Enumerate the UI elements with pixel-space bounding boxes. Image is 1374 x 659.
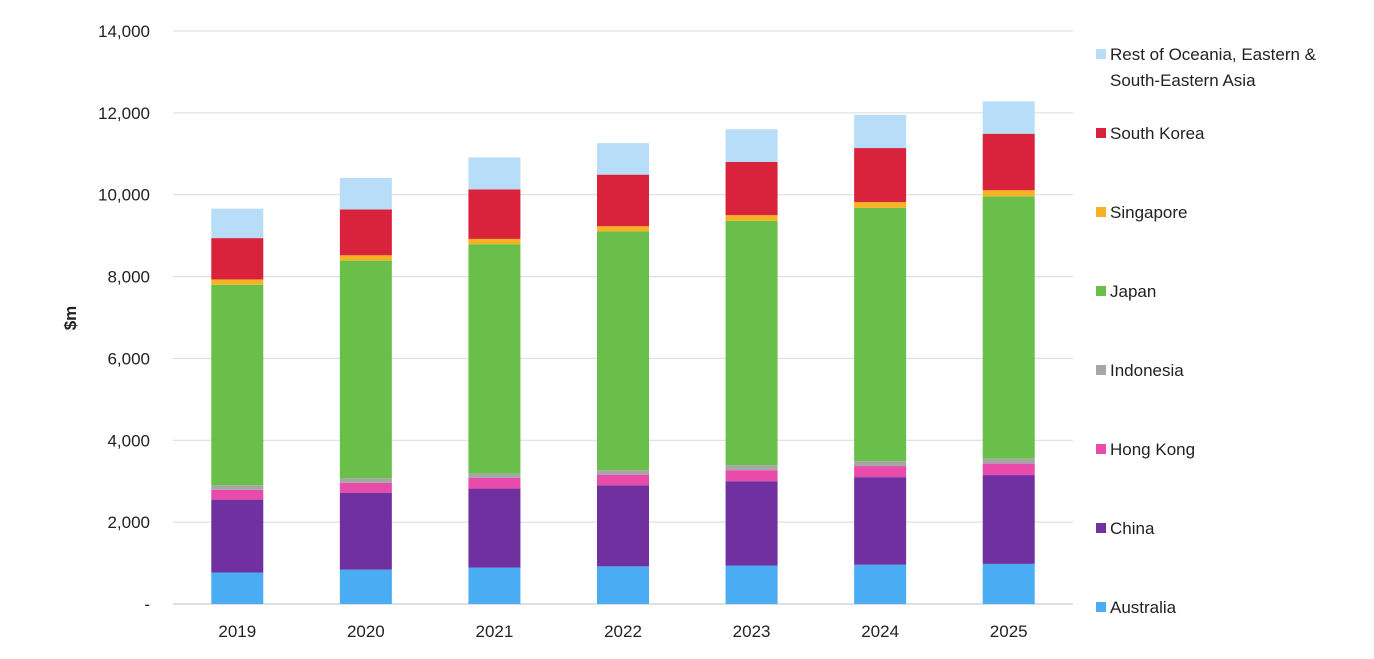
legend-swatch bbox=[1096, 523, 1106, 533]
bars bbox=[211, 101, 1035, 604]
y-tick-label: 6,000 bbox=[107, 349, 150, 368]
y-tick-label: 8,000 bbox=[107, 268, 150, 287]
bar-segment bbox=[211, 284, 264, 486]
bar-segment bbox=[982, 190, 1035, 197]
bar-segment bbox=[725, 565, 778, 604]
bar-segment bbox=[468, 477, 521, 489]
bar-segment bbox=[468, 473, 521, 478]
bar-segment bbox=[982, 563, 1035, 604]
bar-segment bbox=[982, 133, 1035, 191]
x-tick-label: 2021 bbox=[476, 622, 514, 641]
bar-segment bbox=[597, 231, 649, 471]
bar-segment bbox=[339, 255, 392, 261]
legend-label: Australia bbox=[1110, 598, 1177, 617]
bar-segment bbox=[597, 143, 649, 175]
y-axis-title: $m bbox=[61, 306, 80, 331]
bar-segment bbox=[725, 481, 778, 566]
legend-label: Rest of Oceania, Eastern & South-Eastern … bbox=[1110, 45, 1317, 90]
bar-segment bbox=[211, 499, 264, 573]
bar-segment bbox=[468, 244, 521, 474]
bar-segment bbox=[597, 226, 649, 232]
bar-segment bbox=[339, 569, 392, 604]
bar-segment bbox=[725, 215, 778, 221]
y-tick-label: - bbox=[144, 595, 150, 614]
bar-segment bbox=[468, 157, 521, 190]
bar-segment bbox=[725, 470, 778, 482]
bar-segment bbox=[854, 461, 907, 467]
legend-swatch bbox=[1096, 128, 1106, 138]
y-axis: - 2,000 4,000 6,000 8,000 10,000 12,000 14,000 bbox=[98, 22, 150, 614]
bar-segment bbox=[597, 174, 649, 227]
legend-label: South Korea bbox=[1110, 124, 1205, 143]
bar-segment bbox=[339, 482, 392, 493]
legend-label: Singapore bbox=[1110, 203, 1188, 222]
legend-label: Indonesia bbox=[1110, 361, 1184, 380]
legend-swatch bbox=[1096, 365, 1106, 375]
bar-segment bbox=[597, 470, 649, 475]
bar-segment bbox=[597, 474, 649, 486]
legend-swatch bbox=[1096, 444, 1106, 454]
bar-segment bbox=[211, 489, 264, 500]
bar-segment bbox=[982, 463, 1035, 476]
bar-segment bbox=[982, 475, 1035, 564]
y-tick-label: 14,000 bbox=[98, 22, 150, 41]
bar-segment bbox=[725, 129, 778, 162]
bar-segment bbox=[211, 208, 264, 239]
legend-swatch bbox=[1096, 602, 1106, 612]
bar-segment bbox=[982, 458, 1035, 464]
legend-label: Hong Kong bbox=[1110, 440, 1195, 459]
legend-swatch bbox=[1096, 286, 1106, 296]
bar-segment bbox=[854, 477, 907, 565]
bar-segment bbox=[854, 114, 907, 149]
bar-segment bbox=[211, 572, 264, 604]
legend: Rest of Oceania, Eastern & South-Eastern … bbox=[1096, 45, 1317, 617]
bar-segment bbox=[339, 177, 392, 210]
bar-segment bbox=[339, 260, 392, 479]
legend-label: China bbox=[1110, 519, 1155, 538]
bar-segment bbox=[854, 207, 907, 462]
x-tick-label: 2025 bbox=[990, 622, 1028, 641]
bar-segment bbox=[854, 466, 907, 478]
bar-segment bbox=[211, 238, 264, 280]
bar-segment bbox=[339, 209, 392, 256]
bar-segment bbox=[854, 564, 907, 604]
bar-segment bbox=[468, 238, 521, 245]
bar-segment bbox=[339, 478, 392, 483]
x-tick-label: 2023 bbox=[733, 622, 771, 641]
bar-segment bbox=[211, 279, 264, 285]
bar-segment bbox=[339, 492, 392, 570]
bar-segment bbox=[211, 485, 264, 490]
x-tick-label: 2022 bbox=[604, 622, 642, 641]
y-tick-label: 4,000 bbox=[107, 431, 150, 450]
bar-segment bbox=[725, 220, 778, 466]
y-tick-label: 2,000 bbox=[107, 513, 150, 532]
bar-segment bbox=[468, 488, 521, 568]
legend-label: Japan bbox=[1110, 282, 1156, 301]
x-tick-label: 2024 bbox=[861, 622, 899, 641]
y-tick-label: 12,000 bbox=[98, 104, 150, 123]
bar-segment bbox=[468, 189, 521, 239]
bar-segment bbox=[597, 485, 649, 567]
y-tick-label: 10,000 bbox=[98, 186, 150, 205]
x-tick-label: 2019 bbox=[218, 622, 256, 641]
bar-segment bbox=[982, 196, 1035, 459]
legend-swatch bbox=[1096, 207, 1106, 217]
bar-segment bbox=[597, 566, 649, 604]
bar-segment bbox=[854, 202, 907, 208]
bar-segment bbox=[725, 161, 778, 216]
legend-swatch bbox=[1096, 49, 1106, 59]
bar-segment bbox=[468, 567, 521, 604]
bar-segment bbox=[725, 465, 778, 471]
bar-segment bbox=[854, 148, 907, 203]
x-tick-label: 2020 bbox=[347, 622, 385, 641]
x-axis: 2019 2020 2021 2022 2023 2024 2025 bbox=[218, 622, 1027, 641]
bar-segment bbox=[982, 101, 1035, 134]
